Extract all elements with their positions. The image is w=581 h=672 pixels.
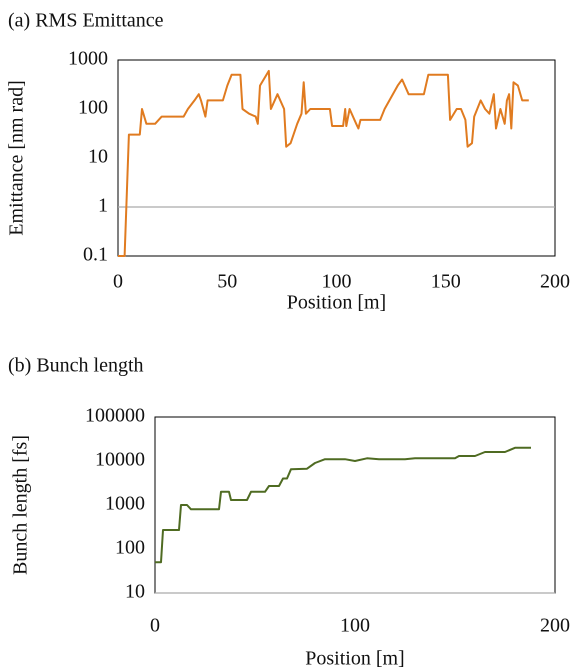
- plot-frame: [117, 59, 556, 257]
- x-tick-label: 150: [431, 271, 461, 293]
- y-tick-label: 10000: [95, 449, 145, 471]
- x-tick-label: 0: [113, 271, 123, 293]
- y-tick-label: 100: [115, 537, 145, 559]
- x-tick-label: 0: [150, 615, 160, 637]
- chart-title: (b) Bunch length: [8, 355, 144, 377]
- y-axis-label: Emittance [nm rad]: [6, 80, 28, 236]
- x-tick-label: 50: [217, 271, 237, 293]
- y-axis-label: Bunch length [fs]: [10, 435, 32, 575]
- y-tick-label: 10: [125, 581, 145, 603]
- y-tick-label: 10: [88, 146, 108, 168]
- x-axis-label: Position [m]: [287, 292, 386, 314]
- y-tick-label: 1000: [105, 493, 145, 515]
- y-tick-label: 1000: [68, 48, 108, 70]
- y-tick-label: 100: [78, 97, 108, 119]
- data-line: [118, 69, 529, 257]
- y-tick-label: 0.1: [83, 244, 108, 266]
- plot-frame: [154, 416, 556, 594]
- chart-title: (a) RMS Emittance: [8, 10, 164, 32]
- x-tick-label: 100: [340, 615, 370, 637]
- x-tick-label: 200: [540, 615, 570, 637]
- x-tick-label: 100: [322, 271, 352, 293]
- x-axis-label: Position [m]: [305, 648, 404, 670]
- x-tick-label: 200: [540, 271, 570, 293]
- y-tick-label: 1: [98, 195, 108, 217]
- data-line: [155, 446, 531, 564]
- y-tick-label: 100000: [85, 405, 145, 427]
